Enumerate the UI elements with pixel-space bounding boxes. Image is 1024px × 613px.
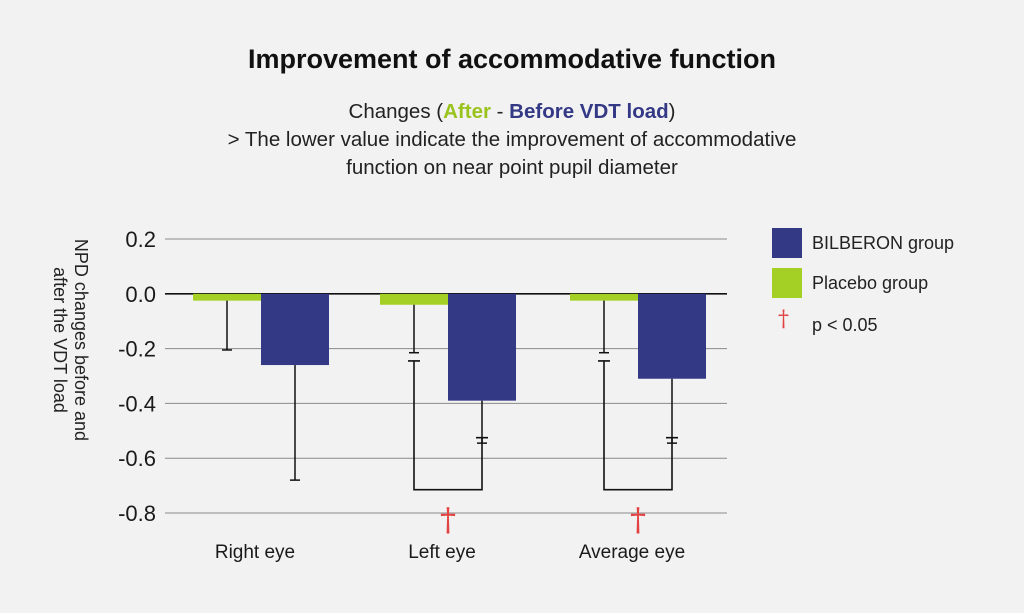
subtitle-sep: - [490,100,510,123]
x-tick-label: Left eye [408,542,476,563]
legend-label-placebo: Placebo group [812,273,929,293]
subtitle-prefix: Changes ( [348,100,444,123]
y-tick-label: 0.0 [125,282,156,307]
chart-note-line-1: > The lower value indicate the improveme… [227,128,797,151]
bar-placebo [380,293,448,305]
chart-title: Improvement of accommodative function [247,44,777,74]
x-tick-label: Right eye [215,542,295,563]
subtitle-before: Before VDT load [509,100,669,123]
significance-bracket [598,360,678,491]
bar-placebo [193,293,261,301]
y-tick-label: -0.2 [118,337,156,362]
bar-bilberon [261,293,329,366]
legend-swatch-bilberon [772,228,802,258]
legend-label-significance: p < 0.05 [812,315,878,335]
y-tick-label: 0.2 [125,227,156,252]
significance-bracket [408,360,488,491]
legend-swatch-placebo [772,268,802,298]
significance-dagger-icon: † [440,501,456,539]
legend-label-bilberon: BILBERON group [812,233,955,253]
x-tick-label: Average eye [579,542,685,563]
y-tick-label: -0.6 [118,446,156,471]
y-tick-label: -0.4 [118,391,156,416]
subtitle-suffix: ) [668,100,676,123]
y-tick-label: -0.8 [118,501,156,526]
bar-placebo [570,293,638,301]
subtitle-after: After [443,100,491,123]
bar-bilberon [448,293,516,401]
chart-note-line-2: function on near point pupil diameter [346,156,678,179]
bar-bilberon [638,293,706,379]
significance-dagger-icon: † [630,501,646,539]
legend-dagger-icon: † [778,307,789,332]
chart-subtitle: Changes (After - Before VDT load) [0,100,1024,124]
